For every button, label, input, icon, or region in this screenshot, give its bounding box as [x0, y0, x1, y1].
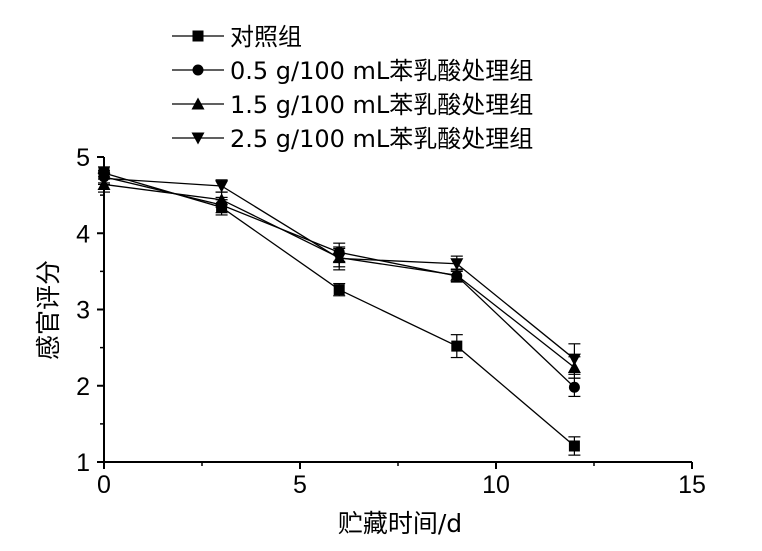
series-line	[103, 172, 575, 447]
ticks: 0 5 10 15 1 2 3 4 5	[76, 144, 706, 499]
x-tick-label: 5	[293, 471, 307, 499]
x-axis-label: 贮藏时间/d	[338, 509, 462, 538]
series-4	[97, 171, 581, 375]
data-point	[97, 172, 111, 185]
legend-marker	[191, 132, 205, 145]
series-3	[97, 176, 581, 379]
legend-item: 对照组	[172, 23, 302, 51]
legend-marker	[192, 64, 204, 76]
legend-label: 对照组	[230, 23, 302, 51]
series-line	[103, 176, 575, 388]
legend: 对照组 0.5 g/100 mL苯乳酸处理组 1.5 g/100 mL苯乳酸处理组 2…	[172, 23, 533, 153]
data-point	[450, 258, 464, 271]
series-line	[103, 183, 575, 368]
data-point	[450, 268, 464, 281]
series-layer	[97, 166, 581, 456]
data-point	[568, 440, 580, 452]
x-tick-label: 15	[678, 471, 706, 499]
data-point	[568, 381, 580, 393]
data-point	[333, 284, 345, 296]
legend-item: 0.5 g/100 mL苯乳酸处理组	[172, 57, 533, 85]
legend-marker	[191, 97, 205, 110]
legend-marker	[192, 30, 204, 42]
y-tick-label: 2	[76, 373, 90, 401]
x-tick-label: 10	[482, 471, 510, 499]
data-point	[215, 180, 229, 193]
legend-item: 1.5 g/100 mL苯乳酸处理组	[172, 91, 533, 119]
data-point	[451, 340, 463, 352]
y-tick-label: 1	[76, 449, 90, 477]
data-point	[215, 193, 229, 206]
y-tick-label: 4	[76, 220, 90, 248]
data-point	[332, 252, 346, 265]
legend-label: 2.5 g/100 mL苯乳酸处理组	[230, 125, 533, 153]
legend-label: 0.5 g/100 mL苯乳酸处理组	[230, 57, 533, 85]
axes	[103, 157, 692, 463]
legend-item: 2.5 g/100 mL苯乳酸处理组	[172, 125, 533, 153]
legend-label: 1.5 g/100 mL苯乳酸处理组	[230, 91, 533, 119]
y-axis-label: 感官评分	[34, 260, 63, 360]
x-tick-label: 0	[97, 471, 111, 499]
y-tick-label: 3	[76, 297, 90, 325]
series-1	[98, 166, 581, 456]
data-point	[567, 353, 581, 366]
y-tick-label: 5	[76, 144, 90, 172]
